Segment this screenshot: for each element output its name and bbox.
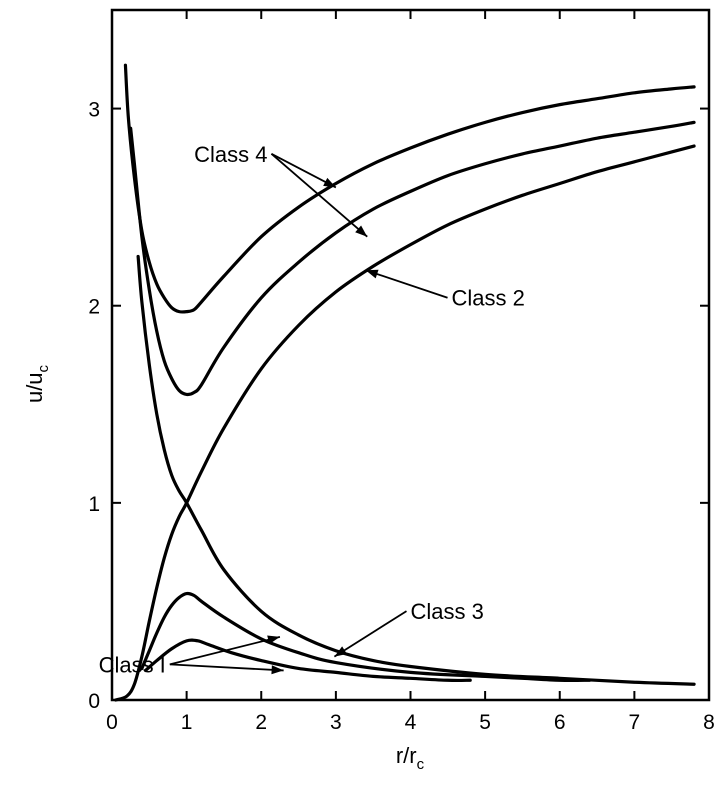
y-axis-title: u/uc — [22, 364, 52, 403]
x-tick-label: 8 — [703, 711, 715, 734]
curves — [114, 63, 696, 702]
y-tick-label: 2 — [88, 296, 100, 319]
x-tick-label: 5 — [479, 711, 491, 734]
axis-ticks — [111, 10, 710, 701]
x-tick-label: 1 — [181, 711, 193, 734]
x-tick-label: 6 — [554, 711, 566, 734]
annotation-class1: Class I — [99, 652, 166, 677]
annotation-arrow — [333, 610, 407, 658]
annotation-class4: Class 4 — [194, 142, 267, 167]
x-tick-label: 0 — [106, 711, 118, 734]
curve-class-3-4 — [136, 254, 696, 686]
curve-class-1-6 — [143, 638, 472, 683]
y-tick-label: 0 — [88, 690, 100, 713]
annotation-arrow — [271, 153, 337, 189]
annotation-arrowhead — [323, 177, 336, 188]
x-tick-label: 2 — [255, 711, 267, 734]
x-tick-label: 7 — [629, 711, 641, 734]
annotations: Class 4 Class 2 Class 3 Class I — [99, 142, 525, 678]
y-tick-label: 3 — [88, 99, 100, 122]
x-axis-title: r/rc — [396, 743, 425, 773]
x-tick-label: 4 — [405, 711, 417, 734]
annotation-arrowhead — [355, 225, 368, 237]
x-tick-label: 3 — [330, 711, 342, 734]
annotation-arrow — [169, 663, 284, 672]
annotation-arrow — [169, 636, 281, 666]
annotation-arrowhead — [365, 269, 379, 279]
annotation-arrowhead — [271, 665, 284, 675]
annotation-class2: Class 2 — [452, 286, 525, 311]
y-tick-label: 1 — [88, 493, 100, 516]
axis-tick-labels: 0 1 2 3 4 5 6 7 8 0 1 2 3 — [88, 99, 715, 734]
annotation-arrow — [270, 153, 368, 238]
annotation-arrowhead — [267, 635, 280, 645]
annotation-arrow — [365, 269, 448, 299]
annotation-arrowhead — [334, 646, 347, 657]
plot-frame — [110, 8, 711, 702]
curve-class-4-3 — [129, 120, 696, 397]
annotation-class3: Class 3 — [411, 599, 484, 624]
curve-class-4-2 — [123, 63, 696, 314]
curve-class-2-1 — [114, 144, 696, 702]
curve-class-1-5 — [140, 591, 592, 683]
